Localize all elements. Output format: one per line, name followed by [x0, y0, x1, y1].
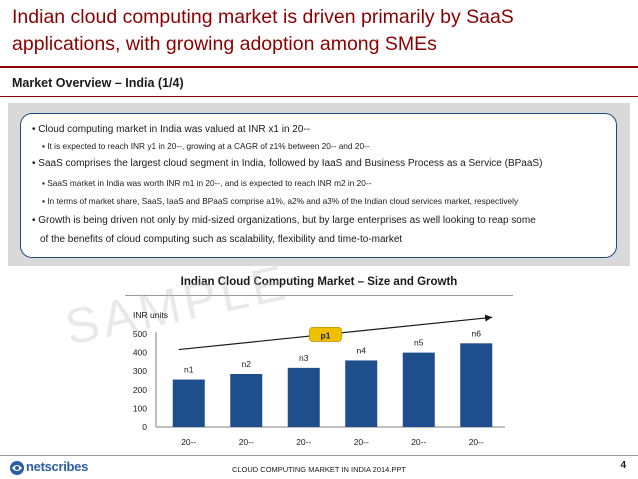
page-title: Indian cloud computing market is driven … [12, 6, 514, 55]
section-divider [0, 96, 638, 97]
y-tick-label: 400 [133, 348, 147, 358]
netscribes-logo-icon [10, 461, 24, 475]
bar [460, 343, 493, 427]
y-tick-label: 500 [133, 329, 147, 339]
x-tick-label: 20-- [181, 437, 196, 447]
x-tick-label: 20-- [296, 437, 311, 447]
y-axis-label: INR units [133, 310, 168, 320]
bar [287, 367, 320, 427]
bar-data-label: n6 [472, 328, 482, 338]
growth-badge [309, 327, 342, 342]
y-tick-label: 200 [133, 385, 147, 395]
bullet-saas-largest: • SaaS comprises the largest cloud segme… [32, 158, 543, 169]
bullet-growth-line1: • Growth is being driven not only by mid… [32, 215, 536, 226]
page-number: 4 [620, 460, 626, 471]
bar [345, 360, 378, 427]
x-tick-label: 20-- [411, 437, 426, 447]
footer-divider [0, 455, 638, 456]
bar-data-label: n3 [299, 353, 309, 363]
subbullet-market-forecast: ▪ It is expected to reach INR y1 in 20--… [42, 141, 370, 151]
bar-data-label: n5 [414, 338, 424, 348]
title-divider [0, 66, 638, 68]
y-tick-label: 300 [133, 366, 147, 376]
bar [230, 373, 263, 427]
x-tick-label: 20-- [354, 437, 369, 447]
overview-box [20, 113, 617, 258]
y-tick-label: 0 [142, 422, 147, 432]
bullet-market-value: • Cloud computing market in India was va… [32, 124, 311, 135]
y-tick-label: 100 [133, 403, 147, 413]
subbullet-saas-worth: ▪ SaaS market in India was worth INR m1 … [42, 178, 372, 188]
bullet-growth-line2: of the benefits of cloud computing such … [40, 234, 403, 245]
bar [402, 352, 435, 427]
subbullet-market-share: ▪ In terms of market share, SaaS, IaaS a… [42, 196, 519, 206]
brand-name: netscribes [26, 459, 89, 474]
bar-data-label: n2 [242, 359, 252, 369]
chart-title: Indian Cloud Computing Market – Size and… [180, 276, 458, 288]
x-tick-label: 20-- [469, 437, 484, 447]
growth-badge-label: p1 [321, 330, 331, 340]
bar-data-label: n4 [357, 345, 367, 355]
section-title: Market Overview – India (1/4) [12, 76, 184, 90]
bar-data-label: n1 [184, 365, 194, 375]
chart-title-divider [125, 295, 513, 296]
bar [172, 379, 205, 427]
x-tick-label: 20-- [239, 437, 254, 447]
footer-document-name: CLOUD COMPUTING MARKET IN INDIA 2014.PPT [231, 465, 407, 474]
